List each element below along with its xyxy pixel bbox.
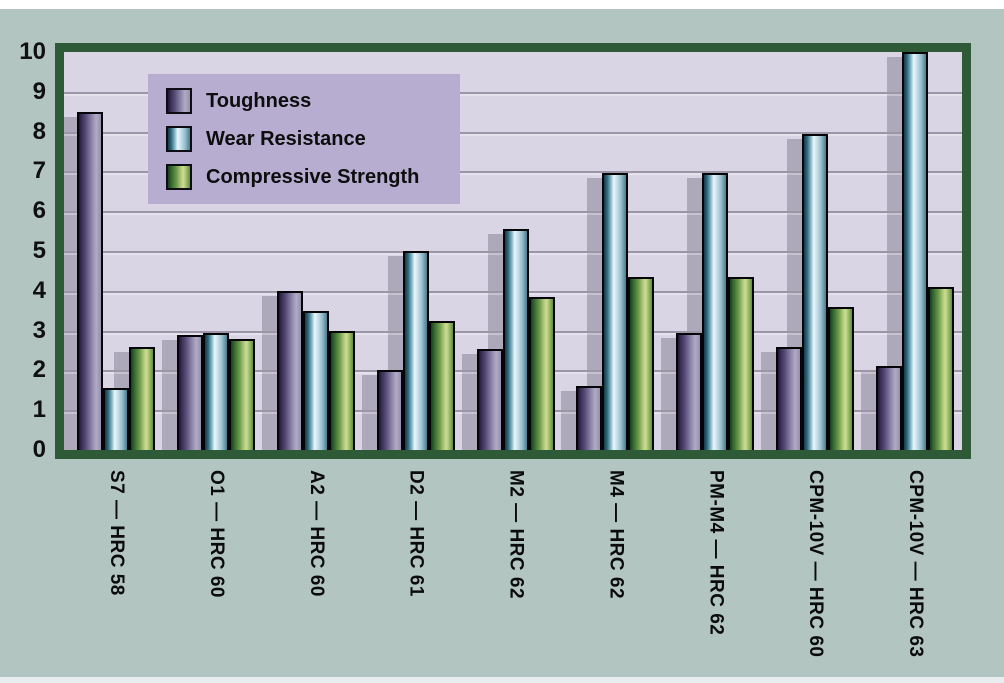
y-tick-8: 8 xyxy=(32,117,46,145)
y-axis: 0 1 2 3 4 5 6 7 8 9 10 xyxy=(0,38,55,473)
bar-wear-resistance-6 xyxy=(687,173,729,450)
y-tick-2: 2 xyxy=(32,356,46,384)
bar-wear-resistance-4 xyxy=(487,229,529,450)
bar-toughness-7 xyxy=(761,346,803,450)
y-tick-1: 1 xyxy=(32,396,46,424)
x-label-cell-6: PM-M4 — HRC 62 xyxy=(676,470,754,670)
x-axis-label: A2 — HRC 60 xyxy=(305,470,327,597)
x-label-cell-2: A2 — HRC 60 xyxy=(277,470,355,670)
x-axis-label: M4 — HRC 62 xyxy=(605,470,627,600)
legend-swatch-compressive-strength-icon xyxy=(166,164,192,190)
y-tick-4: 4 xyxy=(32,276,46,304)
legend-item-wear-resistance: Wear Resistance xyxy=(166,126,442,152)
bar-compressive-strength-4 xyxy=(513,296,555,450)
bar-toughness-2 xyxy=(261,290,303,450)
x-axis-labels: S7 — HRC 58 O1 — HRC 60 A2 — HRC 60 D2 — HR… xyxy=(64,470,962,670)
legend-swatch-wear-resistance-icon xyxy=(166,126,192,152)
bar-compressive-strength-8 xyxy=(913,286,954,450)
bar-group-4 xyxy=(461,52,555,450)
bar-wear-resistance-0 xyxy=(88,388,129,450)
figure-bottom-strip xyxy=(0,677,1004,683)
bar-group-8 xyxy=(861,52,954,450)
bar-group-6 xyxy=(661,52,755,450)
bar-wear-resistance-1 xyxy=(187,332,229,450)
y-tick-3: 3 xyxy=(32,316,46,344)
x-label-cell-7: CPM-10V — HRC 60 xyxy=(776,470,854,670)
x-axis-label: PM-M4 — HRC 62 xyxy=(705,470,727,636)
bar-wear-resistance-5 xyxy=(587,173,629,450)
bar-toughness-1 xyxy=(161,334,203,450)
legend-label: Wear Resistance xyxy=(206,127,366,150)
legend: Toughness Wear Resistance Compressive St… xyxy=(148,74,460,204)
x-label-cell-5: M4 — HRC 62 xyxy=(576,470,654,670)
bar-compressive-strength-1 xyxy=(213,338,255,450)
gridline-8 xyxy=(64,131,962,134)
y-tick-5: 5 xyxy=(32,237,46,264)
bar-wear-resistance-8 xyxy=(887,52,928,450)
bar-compressive-strength-5 xyxy=(613,276,655,450)
bar-group-1 xyxy=(161,52,255,450)
y-tick-10: 10 xyxy=(19,38,46,65)
bar-group-5 xyxy=(561,52,655,450)
bar-group-0 xyxy=(64,52,155,450)
gridline-7 xyxy=(64,171,962,174)
y-tick-0: 0 xyxy=(32,436,46,463)
x-axis-label: CPM-10V — HRC 60 xyxy=(805,470,827,658)
bar-toughness-4 xyxy=(461,348,503,450)
legend-label: Toughness xyxy=(206,89,312,112)
bar-wear-resistance-3 xyxy=(387,251,429,450)
bar-wear-resistance-2 xyxy=(287,310,329,450)
bar-toughness-8 xyxy=(861,366,902,450)
x-label-cell-3: D2 — HRC 61 xyxy=(377,470,455,670)
bar-toughness-3 xyxy=(361,370,403,450)
bar-compressive-strength-0 xyxy=(114,346,155,450)
bar-toughness-0 xyxy=(64,111,103,450)
x-axis-label: CPM-10V — HRC 63 xyxy=(905,470,926,658)
legend-item-toughness: Toughness xyxy=(166,88,442,114)
bar-compressive-strength-6 xyxy=(713,276,755,450)
bar-compressive-strength-2 xyxy=(313,330,355,450)
legend-swatch-toughness-icon xyxy=(166,88,192,114)
y-tick-7: 7 xyxy=(32,157,46,185)
bar-toughness-6 xyxy=(661,332,703,450)
bar-group-7 xyxy=(761,52,855,450)
bar-wear-resistance-7 xyxy=(787,133,829,450)
plot-area: Toughness Wear Resistance Compressive St… xyxy=(55,43,971,459)
x-axis-label: O1 — HRC 60 xyxy=(205,470,227,598)
bar-compressive-strength-3 xyxy=(413,320,455,450)
legend-label: Compressive Strength xyxy=(206,165,420,188)
x-axis-label: M2 — HRC 62 xyxy=(505,470,527,600)
bars-row xyxy=(64,52,962,450)
bar-toughness-5 xyxy=(561,386,603,450)
y-tick-9: 9 xyxy=(32,77,46,105)
x-axis-label: D2 — HRC 61 xyxy=(405,470,427,597)
bar-compressive-strength-7 xyxy=(813,306,855,450)
x-label-cell-4: M2 — HRC 62 xyxy=(477,470,555,670)
gridline-9 xyxy=(64,91,962,94)
x-label-cell-1: O1 — HRC 60 xyxy=(177,470,255,670)
x-label-cell-0: S7 — HRC 58 xyxy=(77,470,155,670)
gridline-6 xyxy=(64,211,962,214)
legend-item-compressive-strength: Compressive Strength xyxy=(166,164,442,190)
y-tick-6: 6 xyxy=(32,197,46,225)
x-label-cell-8: CPM-10V — HRC 63 xyxy=(876,470,954,670)
x-axis-label: S7 — HRC 58 xyxy=(106,470,127,596)
